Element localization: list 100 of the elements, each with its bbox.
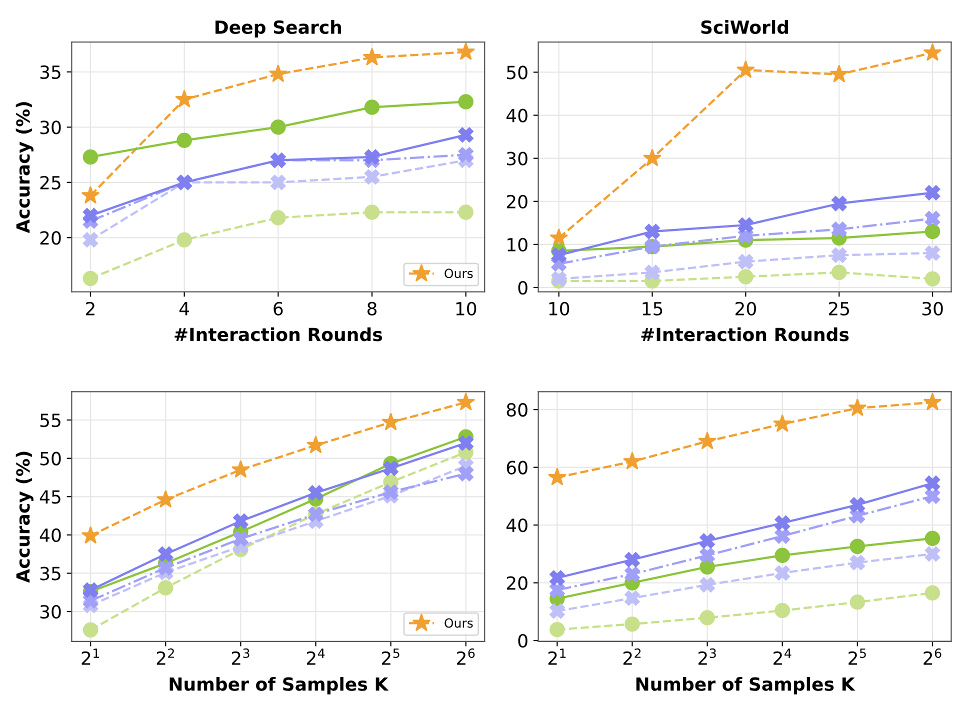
point xyxy=(458,466,474,482)
point xyxy=(850,538,866,554)
x-tick-label: 2$^{4}$ xyxy=(774,648,792,665)
point xyxy=(738,269,754,284)
point xyxy=(458,204,474,220)
point xyxy=(831,222,847,237)
point xyxy=(158,560,174,576)
x-tick-label: 15 xyxy=(642,302,662,316)
y-tick-label: 35 xyxy=(40,566,60,580)
y-tick-label: 30 xyxy=(40,605,61,619)
point xyxy=(82,622,98,638)
chart-title: Deep Search xyxy=(216,20,342,38)
y-tick-label: 30 xyxy=(40,120,61,134)
point xyxy=(82,208,98,224)
x-tick-label: 4 xyxy=(179,302,190,316)
x-tick-label: 20 xyxy=(736,302,756,316)
point xyxy=(738,254,754,270)
point xyxy=(270,210,286,226)
point xyxy=(774,565,790,581)
x-tick-label: 2 xyxy=(86,302,94,316)
point xyxy=(458,94,474,110)
point xyxy=(458,127,474,143)
point xyxy=(175,90,194,108)
point xyxy=(924,185,940,200)
x-tick-label: 10 xyxy=(549,302,570,316)
legend-label: Ours xyxy=(444,618,473,628)
point xyxy=(642,148,662,166)
y-tick-label: 55 xyxy=(40,414,60,428)
x-tick-label: 2$^{2}$ xyxy=(623,648,641,665)
point xyxy=(831,248,847,263)
legend-label: Ours xyxy=(444,268,473,278)
x-tick-label: 6 xyxy=(274,302,283,316)
point xyxy=(774,515,790,531)
point xyxy=(550,622,565,638)
y-tick-label: 50 xyxy=(506,66,528,80)
y-tick-label: 45 xyxy=(40,490,60,504)
point xyxy=(550,582,565,598)
point xyxy=(924,585,940,601)
point xyxy=(698,432,717,450)
point xyxy=(550,570,565,586)
x-tick-label: 8 xyxy=(367,302,377,316)
point xyxy=(458,435,474,451)
point xyxy=(850,497,866,512)
point xyxy=(624,566,640,582)
y-axis-title: Accuracy (%) xyxy=(16,452,34,583)
point xyxy=(456,392,476,410)
x-tick-label: 2$^{5}$ xyxy=(382,648,400,665)
y-tick-label: 20 xyxy=(40,231,61,245)
x-tick-label: 2$^{2}$ xyxy=(156,648,174,665)
point xyxy=(700,548,715,564)
point xyxy=(923,392,942,410)
point xyxy=(700,577,715,592)
point xyxy=(158,580,174,596)
x-axis-title: #Interaction Rounds xyxy=(174,327,382,342)
point xyxy=(924,245,940,261)
point xyxy=(158,546,174,562)
point xyxy=(700,610,715,626)
point xyxy=(736,60,755,78)
point xyxy=(924,530,940,546)
x-tick-label: 2$^{6}$ xyxy=(457,648,475,665)
point xyxy=(364,204,380,220)
y-tick-label: 50 xyxy=(40,452,61,466)
x-tick-label: 2$^{3}$ xyxy=(232,648,250,665)
y-tick-label: 40 xyxy=(506,518,528,532)
point xyxy=(231,460,250,478)
y-axis-title: Accuracy (%) xyxy=(16,102,34,234)
point xyxy=(831,264,847,280)
chart-title: SciWorld xyxy=(701,20,788,34)
point xyxy=(624,616,640,632)
point xyxy=(308,485,324,500)
y-tick-label: 20 xyxy=(506,576,528,590)
point xyxy=(924,546,940,562)
y-tick-label: 25 xyxy=(40,176,60,190)
y-tick-label: 0 xyxy=(518,634,528,648)
point xyxy=(831,196,847,212)
point xyxy=(233,531,248,546)
point xyxy=(176,132,192,148)
y-tick-label: 10 xyxy=(508,238,528,252)
point xyxy=(622,452,642,470)
point xyxy=(82,232,98,248)
x-tick-label: 30 xyxy=(922,302,943,316)
point xyxy=(924,476,940,491)
point xyxy=(81,526,100,544)
x-axis-title: Number of Samples K xyxy=(636,676,856,694)
y-tick-label: 60 xyxy=(506,460,528,474)
point xyxy=(773,414,792,432)
point xyxy=(270,174,286,190)
point xyxy=(924,224,940,240)
point xyxy=(548,468,566,486)
point xyxy=(458,147,474,162)
x-tick-label: 2$^{1}$ xyxy=(548,648,566,665)
point xyxy=(306,436,326,454)
y-tick-label: 0 xyxy=(518,280,528,295)
point xyxy=(644,264,660,280)
point xyxy=(383,484,398,500)
x-tick-label: 2$^{5}$ xyxy=(848,648,866,665)
y-tick-label: 30 xyxy=(506,152,528,166)
x-tick-label: 25 xyxy=(828,302,850,316)
point xyxy=(233,514,248,529)
point xyxy=(82,149,98,165)
